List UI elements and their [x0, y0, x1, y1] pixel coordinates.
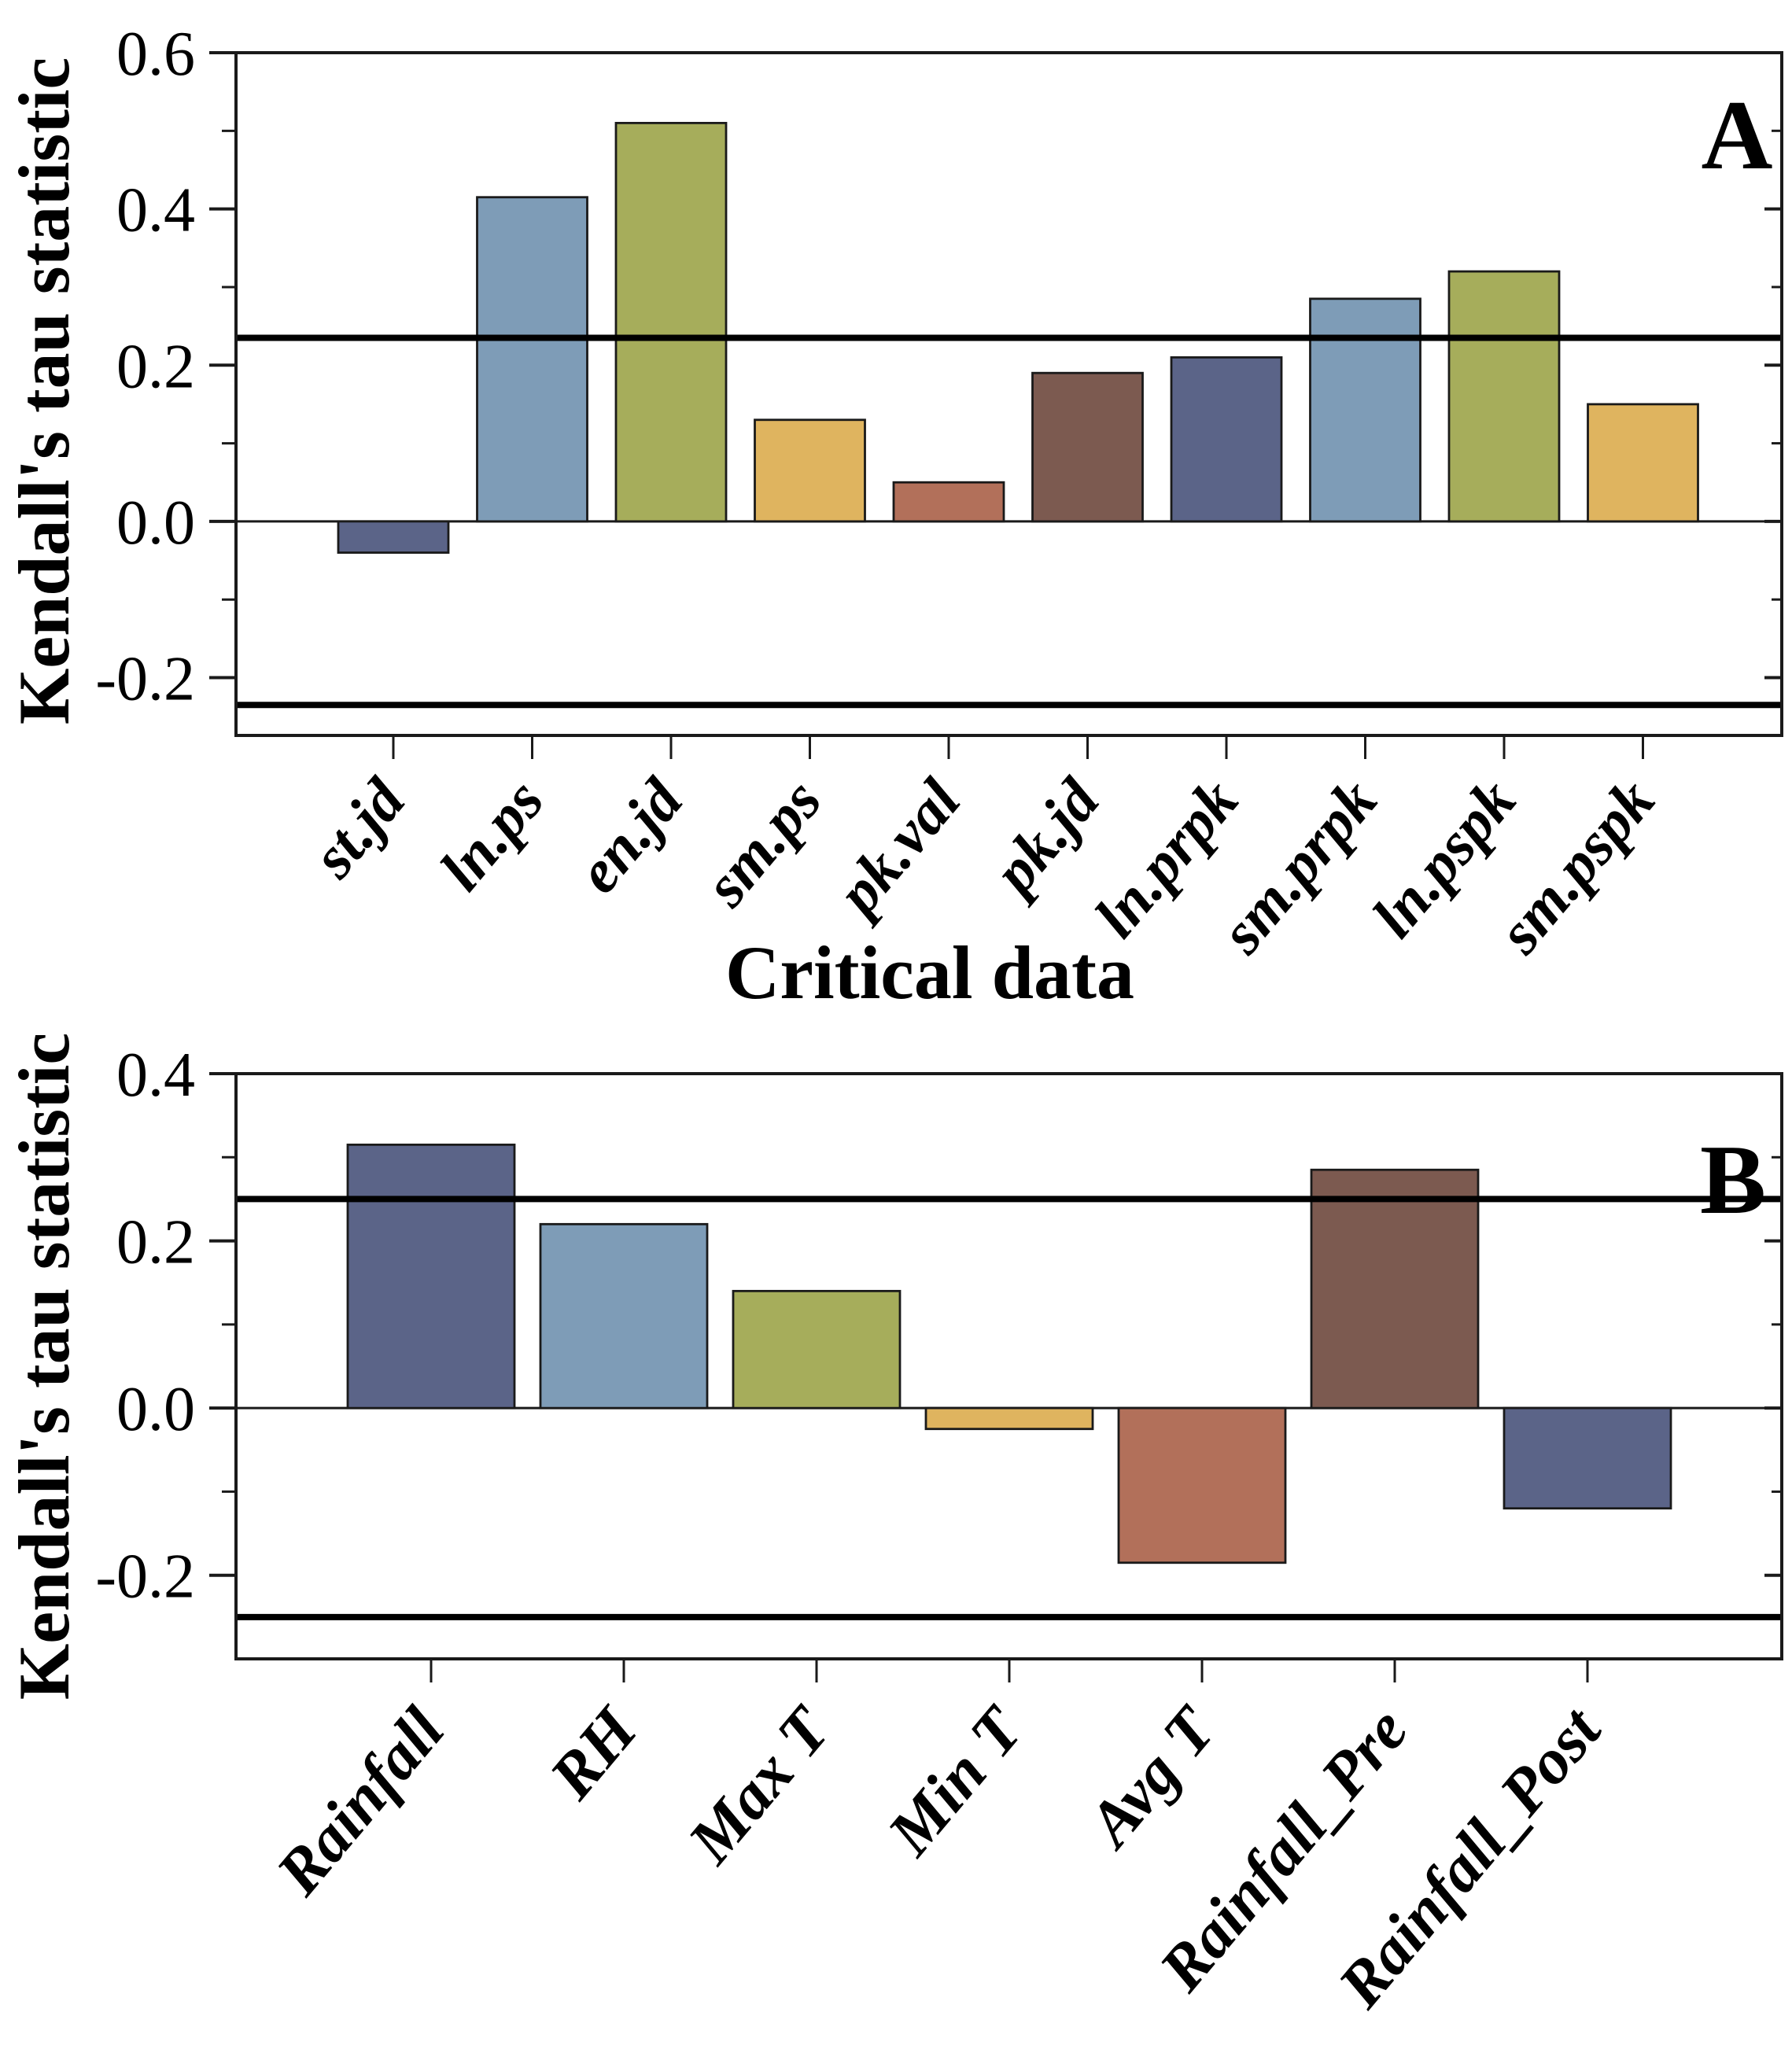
- y-axis-title-panel-b: Kendall's tau statistic: [4, 1032, 84, 1701]
- x-label-ln.ps: ln.ps: [426, 766, 557, 903]
- x-label-pk.jd: pk.jd: [976, 765, 1112, 908]
- x-label-sm.ps: sm.ps: [691, 766, 835, 919]
- bar-ln.prpk: [1170, 356, 1283, 523]
- bar-en.jd: [614, 121, 728, 523]
- y-tick-label-A: 0.0: [116, 488, 195, 558]
- bar-sm.pspk: [1587, 403, 1699, 523]
- bar-ln.pspk: [1447, 270, 1561, 523]
- plot-frame-B: [234, 1072, 1783, 1660]
- bar-sm.prpk: [1309, 297, 1421, 523]
- x-label-Min T: Min T: [873, 1693, 1038, 1870]
- x-axis-title-panel-a: Critical data: [725, 931, 1134, 1015]
- y-tick-label-A: 0.4: [116, 176, 195, 245]
- x-label-Rainfall: Rainfall: [262, 1694, 458, 1908]
- y-tick-label-B: 0.2: [116, 1208, 195, 1277]
- y-tick-label-A: 0.6: [116, 20, 195, 89]
- bar-pk.jd: [1031, 371, 1144, 523]
- x-label-pk.val: pk.val: [820, 766, 974, 930]
- bar-Avg T: [1117, 1406, 1287, 1564]
- bar-st.jd: [337, 520, 450, 555]
- bar-Min T: [924, 1406, 1094, 1431]
- y-tick-label-A: 0.2: [116, 332, 195, 401]
- panel-letter-a: A: [1701, 81, 1773, 190]
- bar-sm.ps: [754, 418, 866, 523]
- y-tick-label-B: 0.0: [116, 1375, 195, 1444]
- x-label-RH: RH: [535, 1693, 651, 1812]
- bar-Rainfall_Post: [1503, 1406, 1672, 1510]
- y-tick-label-B: 0.4: [116, 1041, 195, 1110]
- bar-pk.val: [892, 481, 1005, 523]
- bar-ln.ps: [476, 196, 588, 523]
- bar-RH: [539, 1222, 709, 1410]
- x-label-en.jd: en.jd: [563, 765, 696, 905]
- bar-Rainfall_Pre: [1310, 1168, 1480, 1410]
- panel-b: Rainfall RH Max T Min T Avg TRainfall_PreRai…: [95, 1041, 1783, 2021]
- panel-letter-b: B: [1699, 1126, 1767, 1235]
- plot-frame-A: [234, 51, 1783, 737]
- bar-Rainfall: [346, 1143, 516, 1410]
- x-label-st.jd: st.jd: [298, 765, 419, 890]
- x-label-Avg T: Avg T: [1071, 1693, 1230, 1862]
- x-label-Max T: Max T: [673, 1693, 845, 1878]
- bar-Max T: [732, 1289, 902, 1410]
- y-tick-label-A: -0.2: [95, 645, 195, 714]
- y-tick-label-B: -0.2: [95, 1542, 195, 1612]
- y-axis-title-panel-a: Kendall's tau statistic: [4, 57, 84, 725]
